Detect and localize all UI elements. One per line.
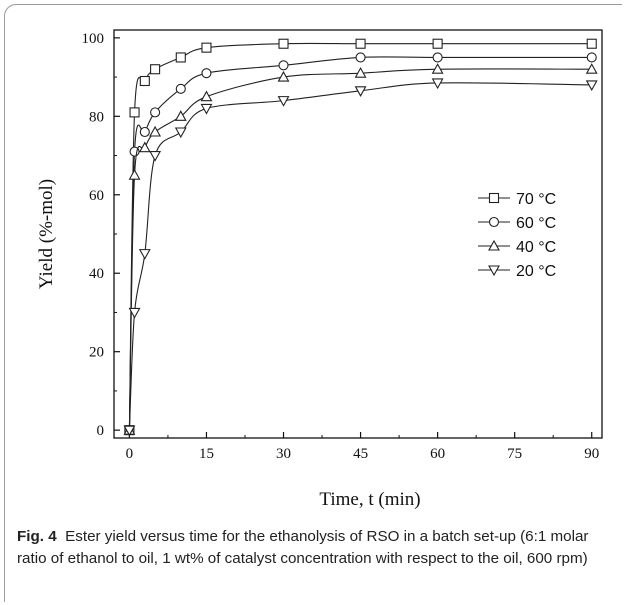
x-tick-label: 90 — [584, 446, 599, 462]
data-point-marker — [432, 52, 443, 63]
data-point-marker — [149, 125, 162, 137]
series-curve — [128, 42, 592, 431]
series-curve — [128, 82, 592, 431]
data-point-marker — [354, 67, 367, 78]
legend-marker — [488, 216, 500, 228]
data-point-marker — [277, 96, 290, 107]
data-point-marker — [174, 127, 187, 139]
axes: 0 15 30 45 60 75 90 0 20 40 60 80 100 — [82, 29, 603, 462]
series-triangle-up — [123, 63, 598, 435]
legend-marker — [488, 265, 500, 277]
data-point-marker — [139, 126, 150, 138]
data-point-marker — [139, 75, 150, 87]
data-point-marker — [431, 78, 444, 90]
data-point-marker — [174, 110, 187, 121]
x-tick-label: 0 — [126, 446, 134, 462]
data-point-marker — [431, 63, 444, 74]
data-point-marker — [200, 90, 213, 102]
data-point-marker — [128, 169, 141, 180]
legend-label: 60 °C — [516, 215, 556, 232]
x-tick-label: 60 — [430, 446, 445, 462]
figure-caption-text: Ester yield versus time for the ethanoly… — [17, 528, 589, 567]
y-tick-label: 40 — [89, 266, 104, 282]
y-tick-label: 20 — [89, 345, 104, 361]
data-point-marker — [138, 249, 151, 260]
y-tick-label: 100 — [82, 31, 105, 47]
figure-frame — [4, 4, 622, 602]
data-point-marker — [138, 141, 151, 153]
x-tick-label: 30 — [276, 446, 291, 462]
figure-label: Fig. 4 — [17, 528, 57, 545]
data-point-marker — [128, 307, 141, 319]
data-point-marker — [175, 52, 186, 63]
legend-marker — [488, 192, 500, 204]
series-triangle-down — [123, 78, 598, 437]
data-point-marker — [585, 80, 598, 92]
x-tick-label: 45 — [353, 446, 368, 462]
legend: 70 °C 60 °C 40 °C 20 °C — [478, 191, 556, 280]
data-point-marker — [129, 107, 140, 118]
data-point-marker — [200, 103, 213, 115]
data-point-marker — [585, 63, 598, 74]
series-layer — [123, 38, 598, 437]
data-point-marker — [432, 38, 443, 49]
y-tick-label: 80 — [89, 109, 104, 125]
data-point-marker — [150, 107, 161, 118]
data-point-marker — [201, 68, 212, 79]
yield-chart: 0 15 30 45 60 75 90 0 20 40 60 80 100 70 °C 60 °C 40 °… — [36, 29, 603, 510]
data-point-marker — [586, 52, 597, 63]
figure-caption: Fig. 4 Ester yield versus time for the e… — [17, 526, 607, 570]
data-point-marker — [278, 60, 289, 71]
data-point-marker — [201, 42, 212, 53]
data-point-marker — [355, 38, 366, 49]
data-point-marker — [123, 425, 136, 437]
data-point-marker — [149, 150, 162, 162]
data-point-marker — [278, 38, 289, 49]
y-tick-label: 0 — [97, 423, 105, 439]
y-axis-title: Yield (%-mol) — [36, 179, 57, 289]
data-point-marker — [277, 70, 290, 82]
legend-label: 70 °C — [516, 191, 556, 208]
x-tick-label: 75 — [507, 446, 522, 462]
data-point-marker — [355, 52, 366, 63]
x-axis-title: Time, t (min) — [319, 489, 420, 510]
data-point-marker — [354, 86, 367, 97]
y-tick-label: 60 — [89, 188, 104, 204]
legend-label: 20 °C — [516, 263, 556, 280]
series-square — [124, 38, 597, 436]
x-tick-label: 15 — [199, 446, 214, 462]
data-point-marker — [150, 64, 161, 75]
legend-marker — [488, 239, 500, 251]
data-point-marker — [586, 38, 597, 49]
legend-label: 40 °C — [516, 239, 556, 256]
data-point-marker — [175, 83, 186, 94]
